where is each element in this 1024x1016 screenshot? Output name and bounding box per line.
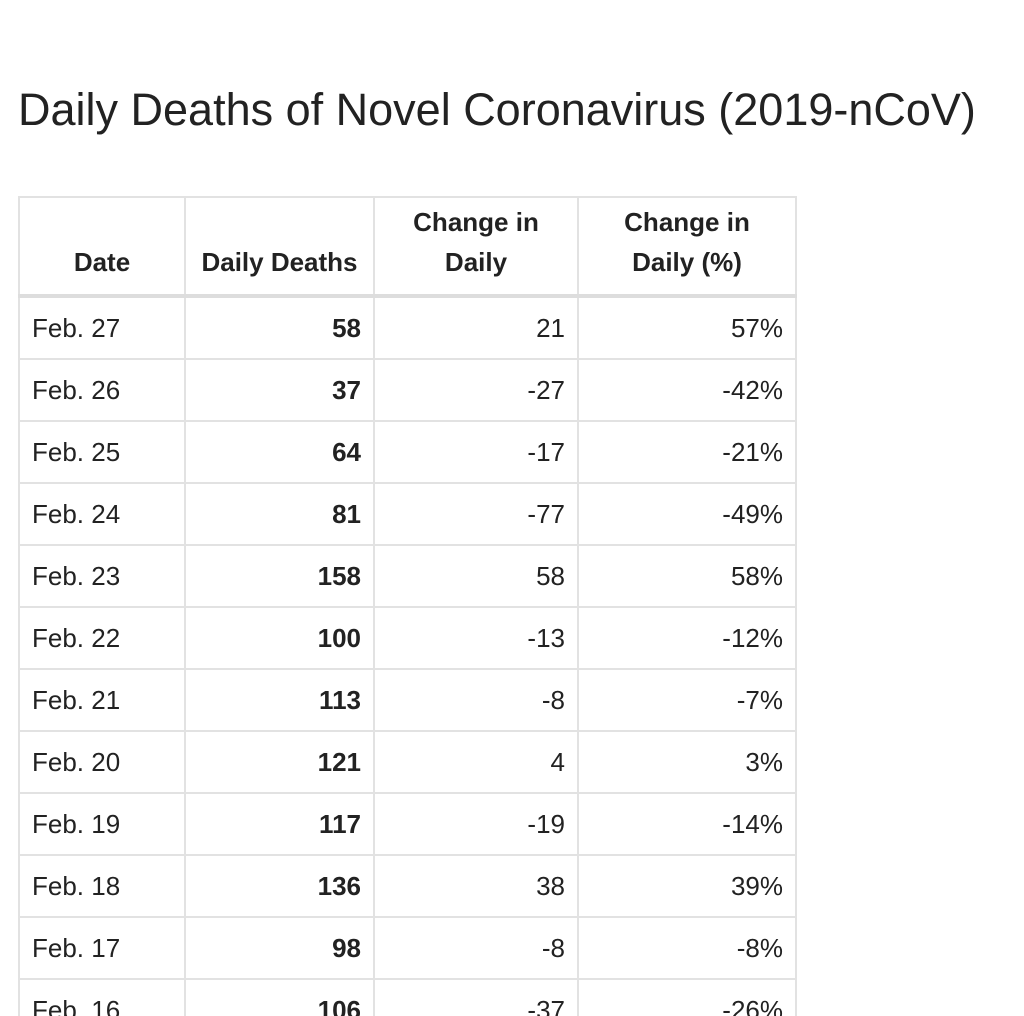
- table-row: Feb. 21 113 -8 -7%: [18, 668, 797, 732]
- table-cell: 39%: [577, 854, 797, 918]
- table-cell: Feb. 19: [18, 792, 186, 856]
- table-cell: 58%: [577, 544, 797, 608]
- table-cell: Feb. 22: [18, 606, 186, 670]
- table-cell: Feb. 27: [18, 295, 186, 360]
- table-cell: -37: [373, 978, 579, 1016]
- column-header: Change in Daily: [373, 196, 579, 297]
- table-cell: 58: [184, 295, 375, 360]
- table-cell: Feb. 24: [18, 482, 186, 546]
- table-cell: 37: [184, 358, 375, 422]
- table-row: Feb. 19 117 -19 -14%: [18, 792, 797, 856]
- table-cell: 64: [184, 420, 375, 484]
- table-cell: 113: [184, 668, 375, 732]
- table-cell: -49%: [577, 482, 797, 546]
- table-cell: -26%: [577, 978, 797, 1016]
- table-cell: 57%: [577, 295, 797, 360]
- table-cell: 121: [184, 730, 375, 794]
- table-cell: 136: [184, 854, 375, 918]
- table-row: Feb. 20 121 4 3%: [18, 730, 797, 794]
- table-head: Date Daily Deaths Change in Daily Change in…: [18, 196, 797, 297]
- table-cell: Feb. 23: [18, 544, 186, 608]
- table-cell: 4: [373, 730, 579, 794]
- table-row: Feb. 24 81 -77 -49%: [18, 482, 797, 546]
- table-cell: 117: [184, 792, 375, 856]
- column-header: Daily Deaths: [184, 196, 375, 297]
- table-cell: -7%: [577, 668, 797, 732]
- table-cell: -77: [373, 482, 579, 546]
- column-header: Change in Daily (%): [577, 196, 797, 297]
- page-title: Daily Deaths of Novel Coronavirus (2019-…: [18, 84, 976, 135]
- table-row: Feb. 22 100 -13 -12%: [18, 606, 797, 670]
- deaths-table: Date Daily Deaths Change in Daily Change in…: [18, 196, 797, 1016]
- table-cell: Feb. 25: [18, 420, 186, 484]
- table-cell: -27: [373, 358, 579, 422]
- table-cell: 106: [184, 978, 375, 1016]
- table-cell: -42%: [577, 358, 797, 422]
- column-header: Date: [18, 196, 186, 297]
- table-cell: 58: [373, 544, 579, 608]
- table-cell: -14%: [577, 792, 797, 856]
- table-cell: -8%: [577, 916, 797, 980]
- table-cell: 98: [184, 916, 375, 980]
- table-cell: 158: [184, 544, 375, 608]
- table-row: Feb. 25 64 -17 -21%: [18, 420, 797, 484]
- table-cell: -21%: [577, 420, 797, 484]
- table-row: Feb. 26 37 -27 -42%: [18, 358, 797, 422]
- table-cell: Feb. 20: [18, 730, 186, 794]
- table-cell: Feb. 16: [18, 978, 186, 1016]
- table-cell: 3%: [577, 730, 797, 794]
- table-cell: 21: [373, 295, 579, 360]
- table-cell: -19: [373, 792, 579, 856]
- table-cell: -8: [373, 916, 579, 980]
- table-cell: Feb. 17: [18, 916, 186, 980]
- table-row: Feb. 18 136 38 39%: [18, 854, 797, 918]
- table-body: Feb. 27 58 21 57% Feb. 26 37 -27 -42% Feb. 25 64-…: [18, 295, 797, 1016]
- table-cell: 38: [373, 854, 579, 918]
- table-cell: -8: [373, 668, 579, 732]
- table-cell: Feb. 18: [18, 854, 186, 918]
- table-cell: Feb. 26: [18, 358, 186, 422]
- table-row: Feb. 17 98 -8 -8%: [18, 916, 797, 980]
- table-row: Feb. 23 158 58 58%: [18, 544, 797, 608]
- table-row: Feb. 16 106 -37 -26%: [18, 978, 797, 1016]
- table-cell: 100: [184, 606, 375, 670]
- table-row: Feb. 27 58 21 57%: [18, 295, 797, 360]
- header-row: Date Daily Deaths Change in Daily Change in…: [18, 196, 797, 297]
- table-cell: -13: [373, 606, 579, 670]
- table-cell: -17: [373, 420, 579, 484]
- table-cell: -12%: [577, 606, 797, 670]
- table-cell: 81: [184, 482, 375, 546]
- table-cell: Feb. 21: [18, 668, 186, 732]
